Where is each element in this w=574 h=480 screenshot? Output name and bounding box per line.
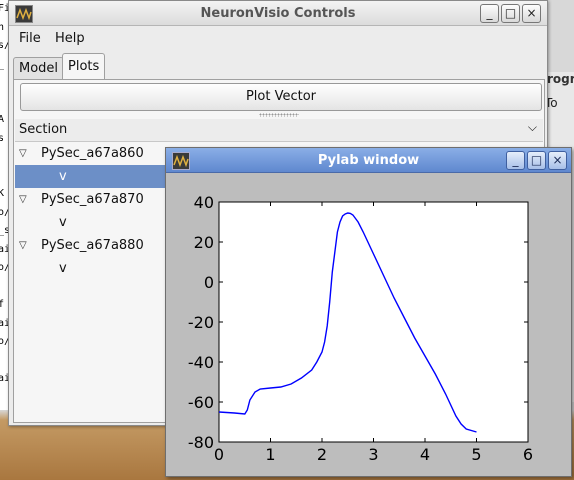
axes-frame (218, 201, 529, 443)
app-icon (15, 5, 33, 23)
tree-child-row[interactable]: v (15, 211, 543, 234)
tree-section-label: PySec_a67a870 (41, 192, 144, 207)
pylab-title-bar[interactable]: Pylab window _ □ × (166, 148, 571, 173)
expand-triangle-icon[interactable]: ▽ (19, 240, 27, 251)
menu-help[interactable]: Help (55, 31, 85, 46)
minimize-button[interactable]: _ (480, 4, 499, 23)
terminal-line: ai (0, 317, 10, 329)
terminal-line: o/ (0, 206, 10, 218)
pylab-app-icon (172, 152, 190, 170)
background-window-title: rogr (547, 72, 574, 86)
section-dropdown[interactable]: Section ⌵ (15, 119, 543, 142)
terminal-line: _s (0, 222, 12, 241)
terminal-line: f (0, 299, 5, 310)
y-tick-label: -20 (188, 313, 214, 332)
chevron-down-icon: ⌵ (527, 120, 537, 134)
series-line (218, 212, 477, 433)
tree-section-row[interactable]: ▽ PySec_a67a880 (15, 234, 543, 257)
close-button[interactable]: × (522, 4, 541, 23)
x-tick-label: 1 (265, 445, 275, 464)
tab-plots[interactable]: Plots (62, 53, 106, 80)
menu-file[interactable]: File (19, 31, 41, 46)
y-tick-label: -40 (188, 353, 214, 372)
expand-triangle-icon[interactable]: ▽ (19, 194, 27, 205)
expand-triangle-icon[interactable]: ▽ (19, 148, 27, 159)
tree-child-label: v (59, 169, 67, 184)
tree-section-row[interactable]: ▽ PySec_a67a860 (15, 142, 543, 165)
terminal-line: s (0, 132, 5, 144)
background-window-menu[interactable]: To (545, 96, 558, 110)
tree-child-row[interactable]: v (15, 257, 543, 280)
tree-section-label: PySec_a67a860 (41, 146, 144, 161)
x-tick-label: 5 (471, 445, 481, 464)
plot-vector-button[interactable]: Plot Vector (20, 83, 542, 111)
x-tick-label: 6 (523, 445, 533, 464)
splitter-handle[interactable] (259, 113, 299, 117)
y-tick-label: -60 (188, 393, 214, 412)
tree-child-label: v (59, 261, 67, 276)
voltage-line-chart: 0 1 2 3 4 5 6 -80 -60 -40 -20 0 20 40 (188, 193, 533, 464)
terminal-line: ai (0, 243, 10, 255)
terminal-line: n (0, 21, 5, 33)
terminal-line: Fi (0, 3, 10, 14)
terminal-line: A (0, 114, 5, 125)
pylab-window: Pylab window _ □ × 0 1 2 3 4 5 6 -80 -60 -40 -20 0 2… (165, 147, 572, 477)
title-bar[interactable]: NeuronVisio Controls _ □ × (9, 1, 547, 26)
window-title: NeuronVisio Controls (200, 6, 356, 21)
y-tick-label: -80 (188, 433, 214, 452)
waveform-icon (173, 154, 189, 168)
x-tick-label: 4 (420, 445, 430, 464)
waveform-icon (16, 7, 32, 21)
plot-canvas[interactable]: 0 1 2 3 4 5 6 -80 -60 -40 -20 0 20 40 (166, 173, 571, 476)
tab-model[interactable]: Model (13, 57, 65, 80)
terminal-line: o/ (0, 336, 10, 347)
pylab-window-title: Pylab window (317, 153, 420, 168)
terminal-line: _ (0, 56, 12, 75)
tree-child-label: v (59, 215, 67, 230)
terminal-line: K (0, 188, 5, 199)
y-tick-label: 20 (194, 233, 214, 252)
y-tick-label: 0 (204, 273, 214, 292)
terminal-line: o/ (0, 262, 10, 273)
menu-bar: File Help (9, 26, 547, 48)
x-tick-label: 3 (368, 445, 378, 464)
tree-section-row[interactable]: ▽ PySec_a67a870 (15, 188, 543, 211)
pylab-close-button[interactable]: × (548, 151, 567, 170)
pylab-maximize-button[interactable]: □ (527, 151, 546, 170)
y-tick-label: 40 (194, 193, 214, 212)
x-tick-label: 2 (317, 445, 327, 464)
section-header-label: Section (19, 122, 68, 137)
terminal-line: ai (0, 373, 10, 384)
maximize-button[interactable]: □ (501, 4, 520, 23)
x-tick-label: 0 (214, 445, 224, 464)
tree-section-label: PySec_a67a880 (41, 238, 144, 253)
pylab-minimize-button[interactable]: _ (506, 151, 525, 170)
terminal-line: s/ (0, 40, 10, 51)
